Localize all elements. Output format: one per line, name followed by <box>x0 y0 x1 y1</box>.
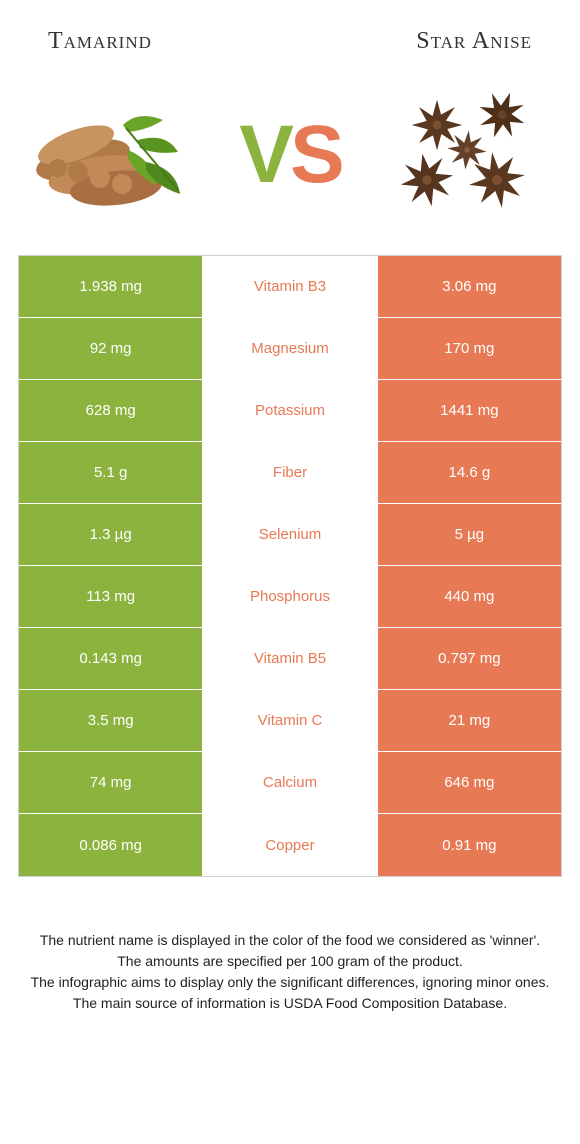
right-title: Star Anise <box>416 28 532 55</box>
table-row: 3.5 mgVitamin C21 mg <box>19 690 561 752</box>
footnote-line: The main source of information is USDA F… <box>20 994 560 1013</box>
nutrient-table: 1.938 mgVitamin B33.06 mg92 mgMagnesium1… <box>18 255 562 877</box>
nutrient-label: Vitamin B3 <box>202 256 377 317</box>
left-value: 1.3 µg <box>19 504 202 565</box>
table-row: 113 mgPhosphorus440 mg <box>19 566 561 628</box>
right-value: 5 µg <box>378 504 561 565</box>
right-value: 0.91 mg <box>378 814 561 876</box>
table-row: 74 mgCalcium646 mg <box>19 752 561 814</box>
right-value: 21 mg <box>378 690 561 751</box>
nutrient-label: Copper <box>202 814 377 876</box>
left-value: 0.143 mg <box>19 628 202 689</box>
left-value: 628 mg <box>19 380 202 441</box>
vs-label: VS <box>239 108 340 202</box>
right-value: 440 mg <box>378 566 561 627</box>
table-row: 1.938 mgVitamin B33.06 mg <box>19 256 561 318</box>
left-value: 92 mg <box>19 318 202 379</box>
left-value: 74 mg <box>19 752 202 813</box>
left-value: 5.1 g <box>19 442 202 503</box>
right-value: 170 mg <box>378 318 561 379</box>
nutrient-label: Calcium <box>202 752 377 813</box>
left-title: Tamarind <box>48 28 152 55</box>
footnote-line: The nutrient name is displayed in the co… <box>20 931 560 950</box>
vs-s: S <box>290 109 341 200</box>
table-row: 92 mgMagnesium170 mg <box>19 318 561 380</box>
vs-v: V <box>239 109 290 200</box>
left-value: 1.938 mg <box>19 256 202 317</box>
nutrient-label: Potassium <box>202 380 377 441</box>
nutrient-label: Magnesium <box>202 318 377 379</box>
footnote-line: The amounts are specified per 100 gram o… <box>20 952 560 971</box>
nutrient-label: Phosphorus <box>202 566 377 627</box>
nutrient-label: Vitamin C <box>202 690 377 751</box>
footnote-line: The infographic aims to display only the… <box>20 973 560 992</box>
nutrient-label: Vitamin B5 <box>202 628 377 689</box>
nutrient-label: Fiber <box>202 442 377 503</box>
left-value: 113 mg <box>19 566 202 627</box>
nutrient-label: Selenium <box>202 504 377 565</box>
table-row: 628 mgPotassium1441 mg <box>19 380 561 442</box>
table-row: 0.086 mgCopper0.91 mg <box>19 814 561 876</box>
right-value: 3.06 mg <box>378 256 561 317</box>
right-value: 1441 mg <box>378 380 561 441</box>
table-row: 5.1 gFiber14.6 g <box>19 442 561 504</box>
left-value: 3.5 mg <box>19 690 202 751</box>
left-value: 0.086 mg <box>19 814 202 876</box>
right-value: 14.6 g <box>378 442 561 503</box>
footnotes: The nutrient name is displayed in the co… <box>0 877 580 1013</box>
star-anise-image <box>382 85 552 225</box>
tamarind-image <box>28 85 198 225</box>
right-value: 0.797 mg <box>378 628 561 689</box>
table-row: 1.3 µgSelenium5 µg <box>19 504 561 566</box>
table-row: 0.143 mgVitamin B50.797 mg <box>19 628 561 690</box>
right-value: 646 mg <box>378 752 561 813</box>
